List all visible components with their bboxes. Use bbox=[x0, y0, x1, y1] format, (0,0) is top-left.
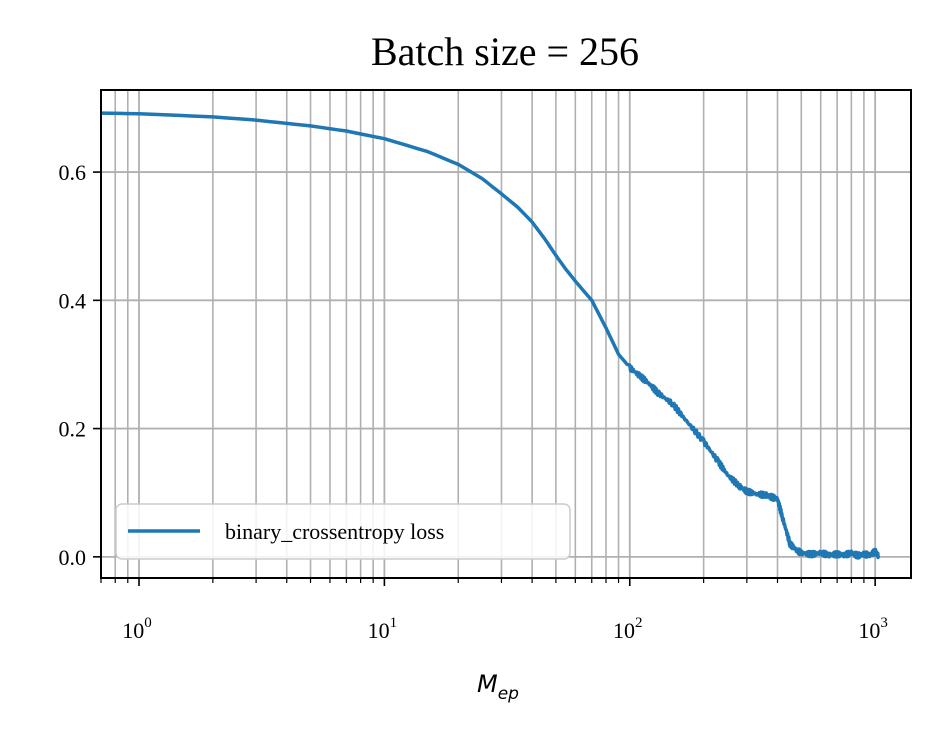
x-tick-exponent: 0 bbox=[144, 615, 152, 631]
x-axis-label: Mep bbox=[477, 670, 519, 704]
x-axis-label-subscript: ep bbox=[498, 684, 519, 704]
chart-title: Batch size = 256 bbox=[371, 29, 639, 74]
x-tick-base: 10 bbox=[122, 618, 144, 643]
plot-frame bbox=[100, 89, 912, 579]
x-tick-label: 101 bbox=[368, 615, 398, 643]
x-tick-base: 10 bbox=[368, 618, 390, 643]
x-axis-label-base: M bbox=[477, 670, 498, 698]
series-line bbox=[100, 111, 881, 560]
x-tick-label: 103 bbox=[858, 615, 888, 643]
grid-lines bbox=[100, 90, 911, 578]
x-tick-label: 102 bbox=[613, 615, 643, 643]
x-tick-base: 10 bbox=[613, 618, 635, 643]
y-tick-label: 0.6 bbox=[59, 160, 87, 185]
x-tick-exponent: 3 bbox=[880, 615, 888, 631]
y-tick-label: 0.0 bbox=[59, 545, 87, 570]
x-tick-exponent: 2 bbox=[635, 615, 643, 631]
y-tick-label: 0.4 bbox=[59, 288, 87, 313]
legend-box bbox=[115, 503, 571, 560]
legend: binary_crossentropy loss bbox=[115, 503, 571, 560]
x-tick-base: 10 bbox=[858, 618, 880, 643]
plot-series bbox=[100, 111, 881, 560]
x-tick-exponent: 1 bbox=[390, 615, 398, 631]
x-tick-label: 100 bbox=[122, 615, 152, 643]
y-tick-label: 0.2 bbox=[59, 417, 87, 442]
legend-label: binary_crossentropy loss bbox=[225, 519, 444, 544]
